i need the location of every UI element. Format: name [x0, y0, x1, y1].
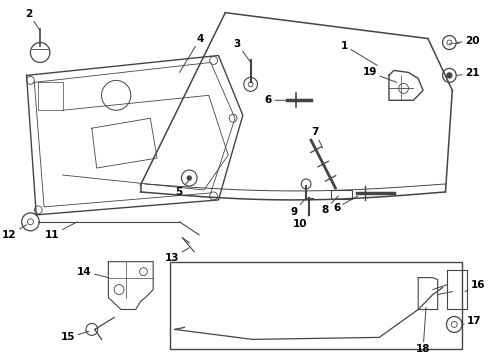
Text: 12: 12: [2, 225, 26, 240]
Text: 18: 18: [415, 307, 429, 354]
Text: 17: 17: [461, 316, 481, 327]
Text: 13: 13: [164, 248, 189, 263]
Text: 10: 10: [292, 215, 308, 229]
Text: 6: 6: [264, 95, 288, 105]
Text: 5: 5: [175, 180, 189, 197]
Text: 2: 2: [25, 9, 40, 31]
Text: 19: 19: [362, 67, 396, 82]
Text: 4: 4: [179, 33, 203, 72]
Text: 3: 3: [233, 39, 250, 62]
Text: 6: 6: [332, 196, 357, 213]
Text: 20: 20: [456, 36, 479, 46]
Text: 16: 16: [464, 280, 484, 292]
Text: 9: 9: [290, 198, 305, 217]
Text: 11: 11: [45, 222, 77, 240]
Circle shape: [187, 176, 191, 180]
Circle shape: [446, 73, 451, 78]
Bar: [330, 190, 351, 199]
Text: 14: 14: [77, 267, 108, 278]
Text: 15: 15: [61, 332, 89, 342]
Text: 7: 7: [311, 127, 322, 148]
Text: 21: 21: [456, 68, 479, 78]
Text: 8: 8: [321, 196, 338, 215]
Text: 1: 1: [340, 41, 377, 66]
Bar: [169, 262, 461, 349]
